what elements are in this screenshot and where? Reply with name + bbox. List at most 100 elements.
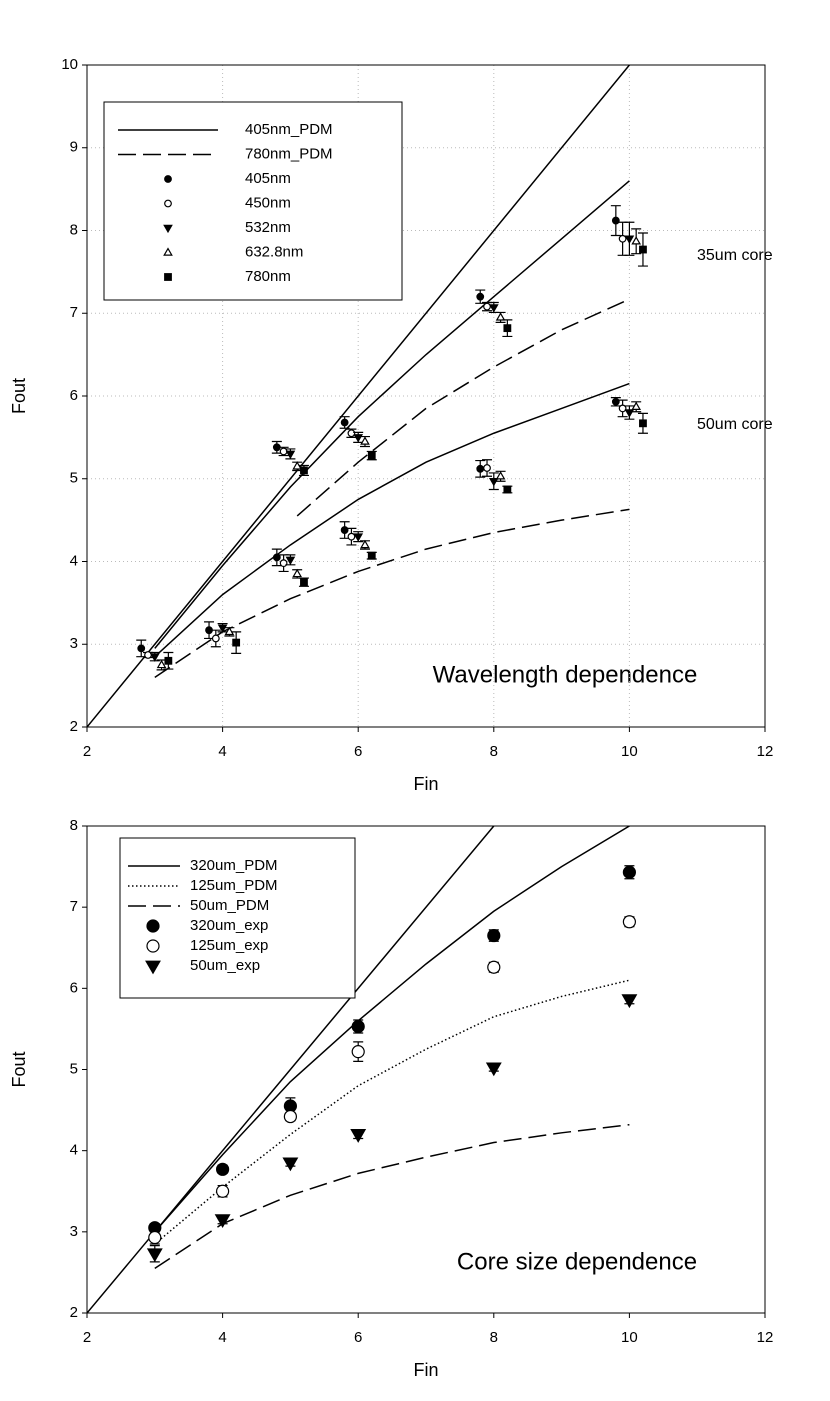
data-point [347,429,356,438]
data-point [483,302,491,311]
legend-label: 320um_PDM [190,857,278,874]
pdm-line [154,180,630,649]
pdm-line [154,508,630,678]
data-point [488,304,499,313]
y-tick-label: 8 [70,817,78,834]
legend-label: 632.8nm [245,243,303,260]
data-point [487,960,501,974]
y-tick-label: 4 [70,1142,78,1159]
data-point [485,1062,502,1077]
data-point [347,532,356,541]
data-point [146,1248,163,1263]
legend-marker [146,939,160,953]
plot-frame [86,64,766,728]
data-point [285,450,296,460]
y-axis-label: Fout [9,1051,29,1087]
data-point [495,471,506,480]
data-point [282,1157,299,1172]
pdm-line [87,65,630,727]
data-point [618,404,627,413]
legend-marker [164,273,172,281]
data-point [367,451,376,460]
lines [87,65,630,727]
y-tick-label: 4 [70,552,78,569]
y-tick-label: 3 [70,635,78,652]
y-tick-label: 10 [61,56,78,73]
data-point [487,928,501,943]
data-point [285,556,296,566]
data-point [611,397,620,406]
data-point [350,1129,367,1143]
y-tick-label: 9 [70,139,78,156]
legend-box [119,837,356,999]
legend-label: 50um_exp [190,957,260,974]
data-point [148,1230,162,1245]
data-point [283,1109,297,1124]
data-point [353,533,364,542]
data-point [360,539,370,549]
data-point [622,865,637,879]
x-tick-label: 4 [218,743,226,760]
legend-label: 532nm [245,219,291,236]
data-point [164,656,173,665]
x-tick-label: 8 [490,1329,498,1346]
x-axis-label: Fin [413,774,438,794]
data-point [156,659,167,669]
data-point [495,312,506,321]
pdm-line [154,826,630,1233]
data-point [217,624,228,633]
data-point [476,292,485,301]
legend-label: 450nm [245,194,291,211]
legend-label: 405nm_PDM [245,121,333,138]
pdm-line [154,382,630,658]
legend-label: 405nm [245,170,291,187]
legend-label: 780nm_PDM [245,145,333,162]
y-tick-label: 3 [70,1223,78,1240]
annotation: Core size dependence [457,1248,697,1275]
data-point [216,1184,230,1198]
y-tick-label: 6 [70,979,78,996]
legend-marker [163,247,173,256]
data-point [639,245,647,254]
data-point [618,234,627,243]
x-tick-label: 6 [354,743,362,760]
y-tick-label: 2 [70,1304,78,1321]
data-point [232,638,241,647]
legend-box [103,101,403,301]
legend-marker [146,919,160,933]
x-tick-label: 10 [621,1329,638,1346]
y-tick-label: 5 [70,470,78,487]
data-point [367,551,376,560]
x-tick-label: 12 [757,743,774,760]
annotation: Wavelength dependence [433,661,698,688]
pdm-line [154,979,630,1245]
data-point [631,401,642,410]
y-axis-label: Fout [9,378,29,414]
data-point [483,464,491,472]
data-point [639,419,647,428]
data-point [224,626,235,636]
legend-label: 125um_exp [190,937,268,954]
data-point [476,464,485,473]
legend-label: 50um_PDM [190,897,269,914]
pdm-line [154,1123,630,1269]
data-point [340,418,349,427]
data-point [631,236,642,245]
data-point [622,915,637,929]
data-point [340,526,349,534]
data-point [300,578,308,587]
y-tick-label: 6 [70,387,78,404]
y-tick-label: 7 [70,304,78,321]
y-tick-label: 2 [70,718,78,735]
y-tick-label: 5 [70,1060,78,1077]
annotation: 35um core [697,247,773,264]
legend-marker [163,224,173,234]
data-point [214,1214,231,1229]
data-point [292,568,303,578]
data-point [488,477,499,487]
data-point [149,653,160,662]
x-axis-label: Fin [413,1360,438,1380]
x-tick-label: 2 [83,743,91,760]
data-point [351,1045,365,1059]
pdm-line [296,298,630,517]
